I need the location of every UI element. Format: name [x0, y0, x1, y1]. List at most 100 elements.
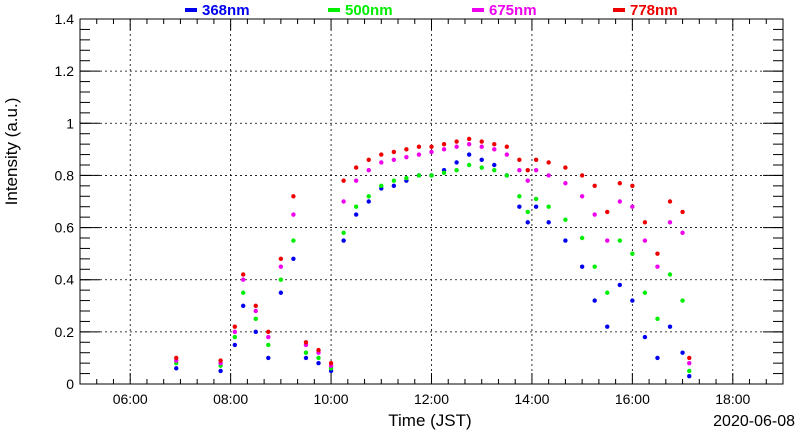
- data-point: [379, 152, 384, 157]
- data-point: [441, 170, 447, 176]
- data-point: [605, 324, 610, 329]
- data-point: [655, 264, 660, 269]
- data-point: [379, 183, 384, 189]
- data-point: [546, 160, 551, 165]
- data-point: [592, 212, 597, 217]
- legend-swatch: [185, 8, 197, 12]
- data-point: [525, 178, 530, 183]
- data-point: [546, 173, 551, 178]
- data-point: [680, 350, 685, 355]
- data-point: [479, 139, 484, 144]
- data-point: [218, 368, 223, 374]
- data-point: [605, 290, 610, 295]
- data-point: [366, 199, 371, 204]
- data-point: [404, 147, 409, 152]
- y-tick-label: 1.2: [55, 63, 75, 79]
- data-point: [592, 183, 597, 189]
- data-point: [303, 355, 309, 361]
- data-point: [667, 324, 673, 329]
- data-point: [240, 290, 246, 295]
- data-point: [266, 334, 271, 340]
- data-point: [232, 329, 238, 335]
- data-point: [667, 220, 673, 225]
- data-point: [642, 220, 648, 225]
- data-point: [429, 144, 434, 149]
- data-point: [454, 144, 459, 149]
- data-point: [579, 194, 585, 199]
- data-point: [504, 173, 510, 178]
- data-point: [391, 183, 397, 189]
- data-point: [341, 199, 346, 204]
- data-point: [492, 168, 497, 173]
- x-tick-label: 16:00: [615, 391, 650, 407]
- data-point: [454, 168, 459, 173]
- x-tick-label: 18:00: [715, 391, 750, 407]
- data-point: [278, 277, 284, 282]
- data-point: [479, 165, 484, 170]
- data-point: [533, 168, 539, 173]
- data-point: [341, 238, 346, 243]
- data-point: [240, 277, 246, 282]
- data-point: [232, 342, 238, 348]
- data-point: [316, 360, 321, 366]
- data-point: [232, 334, 238, 340]
- data-point: [680, 298, 685, 303]
- data-point: [579, 264, 585, 269]
- data-point: [466, 141, 472, 147]
- x-tick-label: 10:00: [314, 391, 349, 407]
- data-point: [680, 230, 685, 235]
- data-point: [680, 209, 685, 215]
- data-point: [253, 329, 258, 335]
- data-point: [630, 204, 635, 209]
- data-point: [353, 178, 359, 183]
- data-point: [353, 204, 359, 209]
- data-point: [416, 152, 422, 157]
- data-point: [563, 165, 568, 170]
- data-point: [266, 329, 271, 335]
- data-point: [328, 360, 334, 366]
- data-point: [563, 217, 568, 222]
- data-point: [454, 160, 459, 165]
- data-point: [353, 212, 359, 217]
- data-point: [174, 366, 179, 371]
- data-point: [278, 264, 284, 269]
- data-point: [517, 194, 522, 199]
- data-point: [341, 178, 346, 183]
- data-point: [592, 298, 597, 303]
- data-point: [667, 199, 673, 204]
- date-label: 2020-06-08: [713, 413, 795, 430]
- data-point: [391, 157, 397, 162]
- data-point: [353, 165, 359, 170]
- data-point: [687, 360, 692, 366]
- data-point: [232, 324, 238, 329]
- data-point: [266, 355, 271, 361]
- data-point: [466, 162, 472, 168]
- data-point: [687, 373, 692, 379]
- data-point: [492, 162, 497, 168]
- data-point: [278, 256, 284, 262]
- legend: 368nm 500nm 675nm 778nm: [185, 2, 678, 19]
- y-tick-label: 0.4: [55, 272, 75, 288]
- data-point: [240, 303, 246, 308]
- data-point: [492, 141, 497, 147]
- data-point: [525, 168, 530, 173]
- series-500nm: [174, 162, 692, 374]
- y-tick-label: 1.4: [55, 11, 75, 27]
- data-point: [655, 316, 660, 322]
- data-point: [533, 196, 539, 202]
- data-point: [617, 199, 623, 204]
- data-point: [240, 272, 246, 277]
- data-point: [253, 316, 258, 322]
- data-point: [466, 136, 472, 142]
- data-point: [579, 173, 585, 178]
- data-point: [366, 157, 371, 162]
- data-point: [605, 209, 610, 215]
- data-point: [341, 230, 346, 235]
- y-tick-label: 0.8: [55, 167, 75, 183]
- data-point: [366, 168, 371, 173]
- series-778nm: [174, 136, 692, 366]
- data-point: [667, 272, 673, 277]
- data-point: [429, 173, 434, 178]
- x-tick-label: 14:00: [514, 391, 549, 407]
